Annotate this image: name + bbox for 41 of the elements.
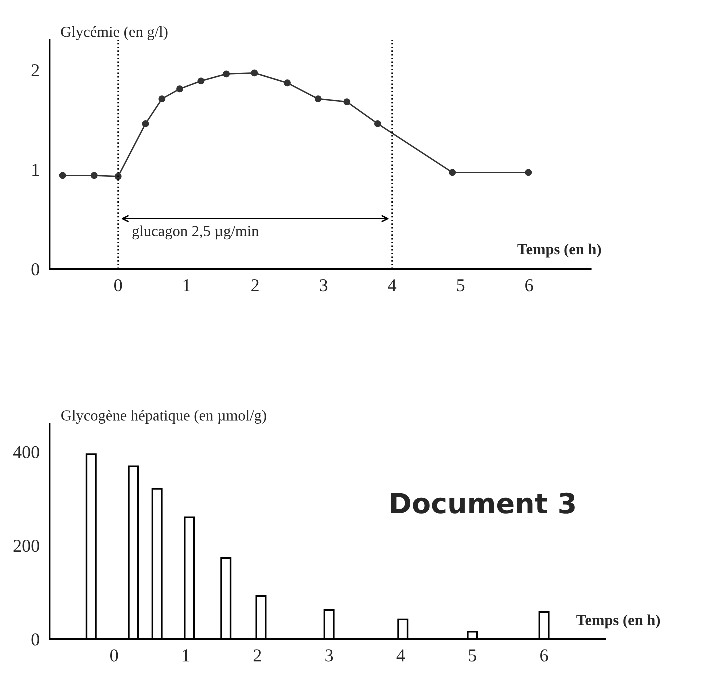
- x-axis-title: Temps (en h): [576, 614, 660, 629]
- x-tick-label: 1: [184, 280, 190, 292]
- point: [114, 173, 122, 180]
- point: [525, 169, 532, 176]
- point: [158, 96, 166, 103]
- x-tick-label: 2: [254, 650, 262, 662]
- x-axis-title: Temps (en h): [518, 244, 602, 258]
- point: [314, 96, 322, 103]
- annotation: glucagon 2,5 µg/min: [132, 226, 259, 240]
- y-tick-label: 200: [14, 540, 40, 552]
- x-tick-label: 6: [526, 279, 534, 292]
- x-tick-label: 5: [469, 650, 476, 662]
- point: [344, 98, 351, 106]
- y-tick-label: 0: [32, 634, 40, 646]
- point: [198, 78, 205, 85]
- y-axis-title: Glycémie (en g/l): [61, 26, 168, 40]
- point: [374, 120, 382, 128]
- point: [223, 70, 230, 78]
- x-tick-label: 4: [396, 650, 406, 662]
- x-tick-label: 3: [326, 650, 334, 662]
- annotation: Document 3: [391, 492, 575, 514]
- point: [142, 120, 150, 128]
- y-tick-label: 400: [13, 446, 40, 459]
- y-tick-label: 0: [32, 263, 40, 276]
- point: [284, 80, 291, 87]
- point: [449, 169, 456, 176]
- x-tick-label: 0: [110, 650, 118, 662]
- y-axis-title: Glycogène hépatique (en µmol/g): [62, 410, 266, 424]
- x-tick-label: 0: [114, 279, 122, 292]
- point: [90, 172, 98, 180]
- point: [176, 86, 184, 93]
- x-tick-label: 2: [252, 279, 259, 292]
- x-tick-label: 3: [320, 279, 328, 292]
- point: [251, 70, 258, 77]
- point: [59, 172, 66, 180]
- y-tick-label: 2: [32, 64, 40, 76]
- y-tick-label: 1: [32, 164, 40, 176]
- x-tick-label: 4: [388, 280, 397, 292]
- x-tick-label: 1: [183, 650, 190, 662]
- x-tick-label: 6: [540, 650, 548, 662]
- x-tick-label: 5: [457, 280, 465, 292]
